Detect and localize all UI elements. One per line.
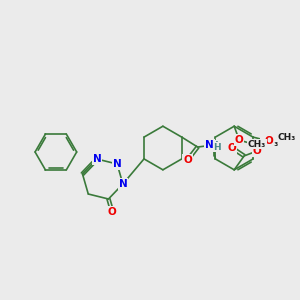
Text: H: H [210, 140, 217, 149]
Text: CH₃: CH₃ [278, 133, 296, 142]
Text: N: N [113, 159, 122, 169]
Text: N: N [118, 179, 127, 189]
Text: N: N [205, 140, 214, 150]
Text: O: O [265, 136, 273, 146]
Text: N: N [92, 154, 101, 164]
Text: O: O [253, 146, 261, 156]
Text: CH₃: CH₃ [248, 140, 266, 148]
Text: H: H [214, 142, 221, 152]
Text: CH₃: CH₃ [261, 139, 279, 148]
Text: O: O [108, 207, 117, 217]
Text: O: O [235, 135, 244, 145]
Text: O: O [183, 155, 192, 165]
Text: O: O [228, 143, 237, 153]
